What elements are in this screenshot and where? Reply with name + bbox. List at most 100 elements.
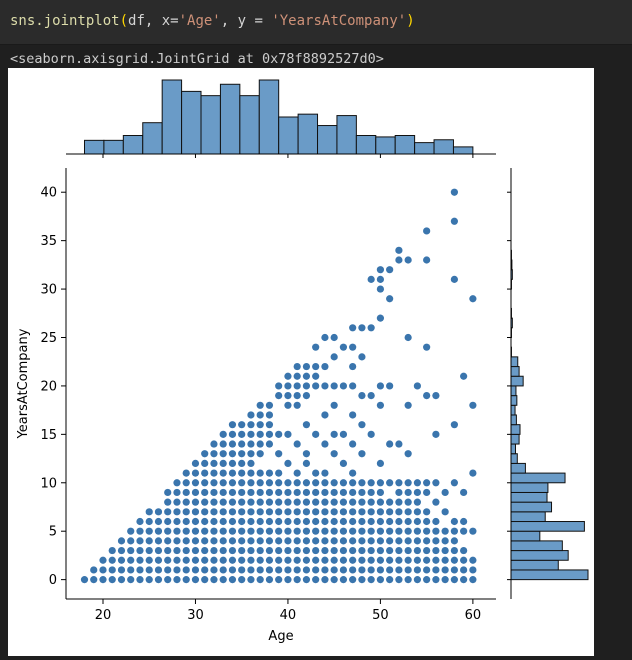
scatter-point — [358, 537, 366, 545]
scatter-point — [432, 576, 440, 584]
scatter-point — [441, 537, 449, 545]
scatter-point — [432, 517, 440, 526]
scatter-point — [265, 576, 274, 584]
scatter-point — [312, 469, 320, 477]
scatter-point — [284, 459, 292, 468]
scatter-point — [201, 546, 209, 555]
scatter-point — [238, 527, 246, 535]
scatter-point — [450, 546, 458, 555]
scatter-point — [441, 546, 449, 555]
scatter-point — [450, 479, 458, 487]
scatter-point — [376, 459, 385, 468]
scatter-point — [339, 576, 348, 584]
scatter-point — [182, 517, 190, 526]
scatter-point — [191, 537, 200, 545]
x-tick-label: 40 — [280, 608, 297, 623]
scatter-point — [339, 508, 348, 516]
y-tick-label: 30 — [40, 283, 57, 298]
scatter-point — [330, 382, 338, 390]
scatter-point — [164, 566, 172, 574]
scatter-point — [173, 527, 181, 535]
scatter-point — [349, 411, 357, 419]
scatter-point — [376, 285, 385, 293]
scatter-point — [219, 459, 227, 468]
scatter-point — [228, 517, 237, 526]
scatter-point — [441, 527, 449, 535]
scatter-point — [423, 479, 431, 487]
scatter-point — [386, 295, 394, 303]
scatter-point — [349, 382, 357, 390]
scatter-point — [312, 517, 320, 526]
scatter-point — [423, 488, 431, 497]
scatter-point — [349, 556, 357, 564]
scatter-point — [330, 353, 338, 361]
scatter-point — [302, 537, 311, 545]
scatter-point — [460, 517, 468, 526]
scatter-point — [376, 488, 385, 497]
scatter-point — [450, 556, 458, 564]
scatter-point — [210, 479, 218, 487]
scatter-point — [108, 576, 116, 584]
scatter-point — [404, 401, 412, 409]
scatter-point — [432, 546, 440, 555]
code-cell-input[interactable]: sns.jointplot(df, x='Age', y = 'YearsAtC… — [0, 0, 632, 45]
scatter-point — [358, 450, 366, 458]
scatter-point — [469, 295, 477, 303]
scatter-point — [349, 576, 357, 584]
scatter-point — [210, 469, 218, 477]
scatter-point — [450, 566, 458, 574]
scatter-point — [321, 576, 329, 584]
scatter-point — [423, 227, 431, 235]
scatter-point — [339, 537, 348, 545]
scatter-point — [182, 537, 190, 545]
marginal-y-bar — [510, 404, 516, 416]
scatter-point — [386, 382, 394, 390]
scatter-point — [256, 469, 264, 477]
scatter-point — [201, 576, 209, 584]
scatter-point — [450, 517, 458, 526]
scatter-point — [339, 430, 348, 438]
scatter-point — [413, 488, 421, 497]
scatter-point — [395, 537, 403, 545]
scatter-point — [238, 430, 246, 438]
scatter-point — [247, 479, 255, 487]
scatter-point — [210, 556, 218, 564]
x-axis-label: Age — [268, 629, 293, 644]
scatter-point — [275, 498, 283, 506]
marginal-y-bar — [510, 424, 521, 435]
code-function: sns.jointplot — [10, 13, 120, 29]
scatter-point — [136, 527, 144, 535]
scatter-point — [284, 556, 292, 564]
scatter-point — [302, 517, 311, 526]
scatter-point — [228, 479, 237, 487]
scatter-point — [367, 430, 375, 438]
scatter-point — [228, 450, 237, 458]
scatter-point — [321, 488, 329, 497]
scatter-point — [154, 508, 163, 516]
y-tick-label: 35 — [40, 234, 57, 249]
marginal-y-bar — [510, 462, 526, 474]
y-tick-label: 0 — [49, 573, 57, 588]
scatter-point — [413, 498, 421, 506]
scatter-point — [284, 372, 292, 380]
scatter-point — [450, 537, 458, 545]
scatter-point — [349, 440, 357, 448]
scatter-point — [201, 527, 209, 535]
scatter-point — [312, 479, 320, 487]
marginal-x-bar — [161, 79, 183, 155]
scatter-point — [469, 469, 477, 477]
scatter-point — [404, 488, 412, 497]
scatter-point — [321, 498, 329, 506]
scatter-point — [256, 546, 264, 555]
scatter-point — [191, 566, 200, 574]
scatter-point — [265, 537, 274, 545]
scatter-point — [404, 479, 412, 487]
scatter-point — [164, 488, 172, 497]
scatter-point — [358, 488, 366, 497]
y-tick-label: 5 — [49, 525, 57, 540]
marginal-y-bar — [510, 491, 548, 503]
scatter-point — [367, 392, 375, 400]
scatter-point — [219, 517, 227, 526]
marginal-y-bar — [510, 501, 553, 513]
scatter-point — [275, 576, 283, 584]
